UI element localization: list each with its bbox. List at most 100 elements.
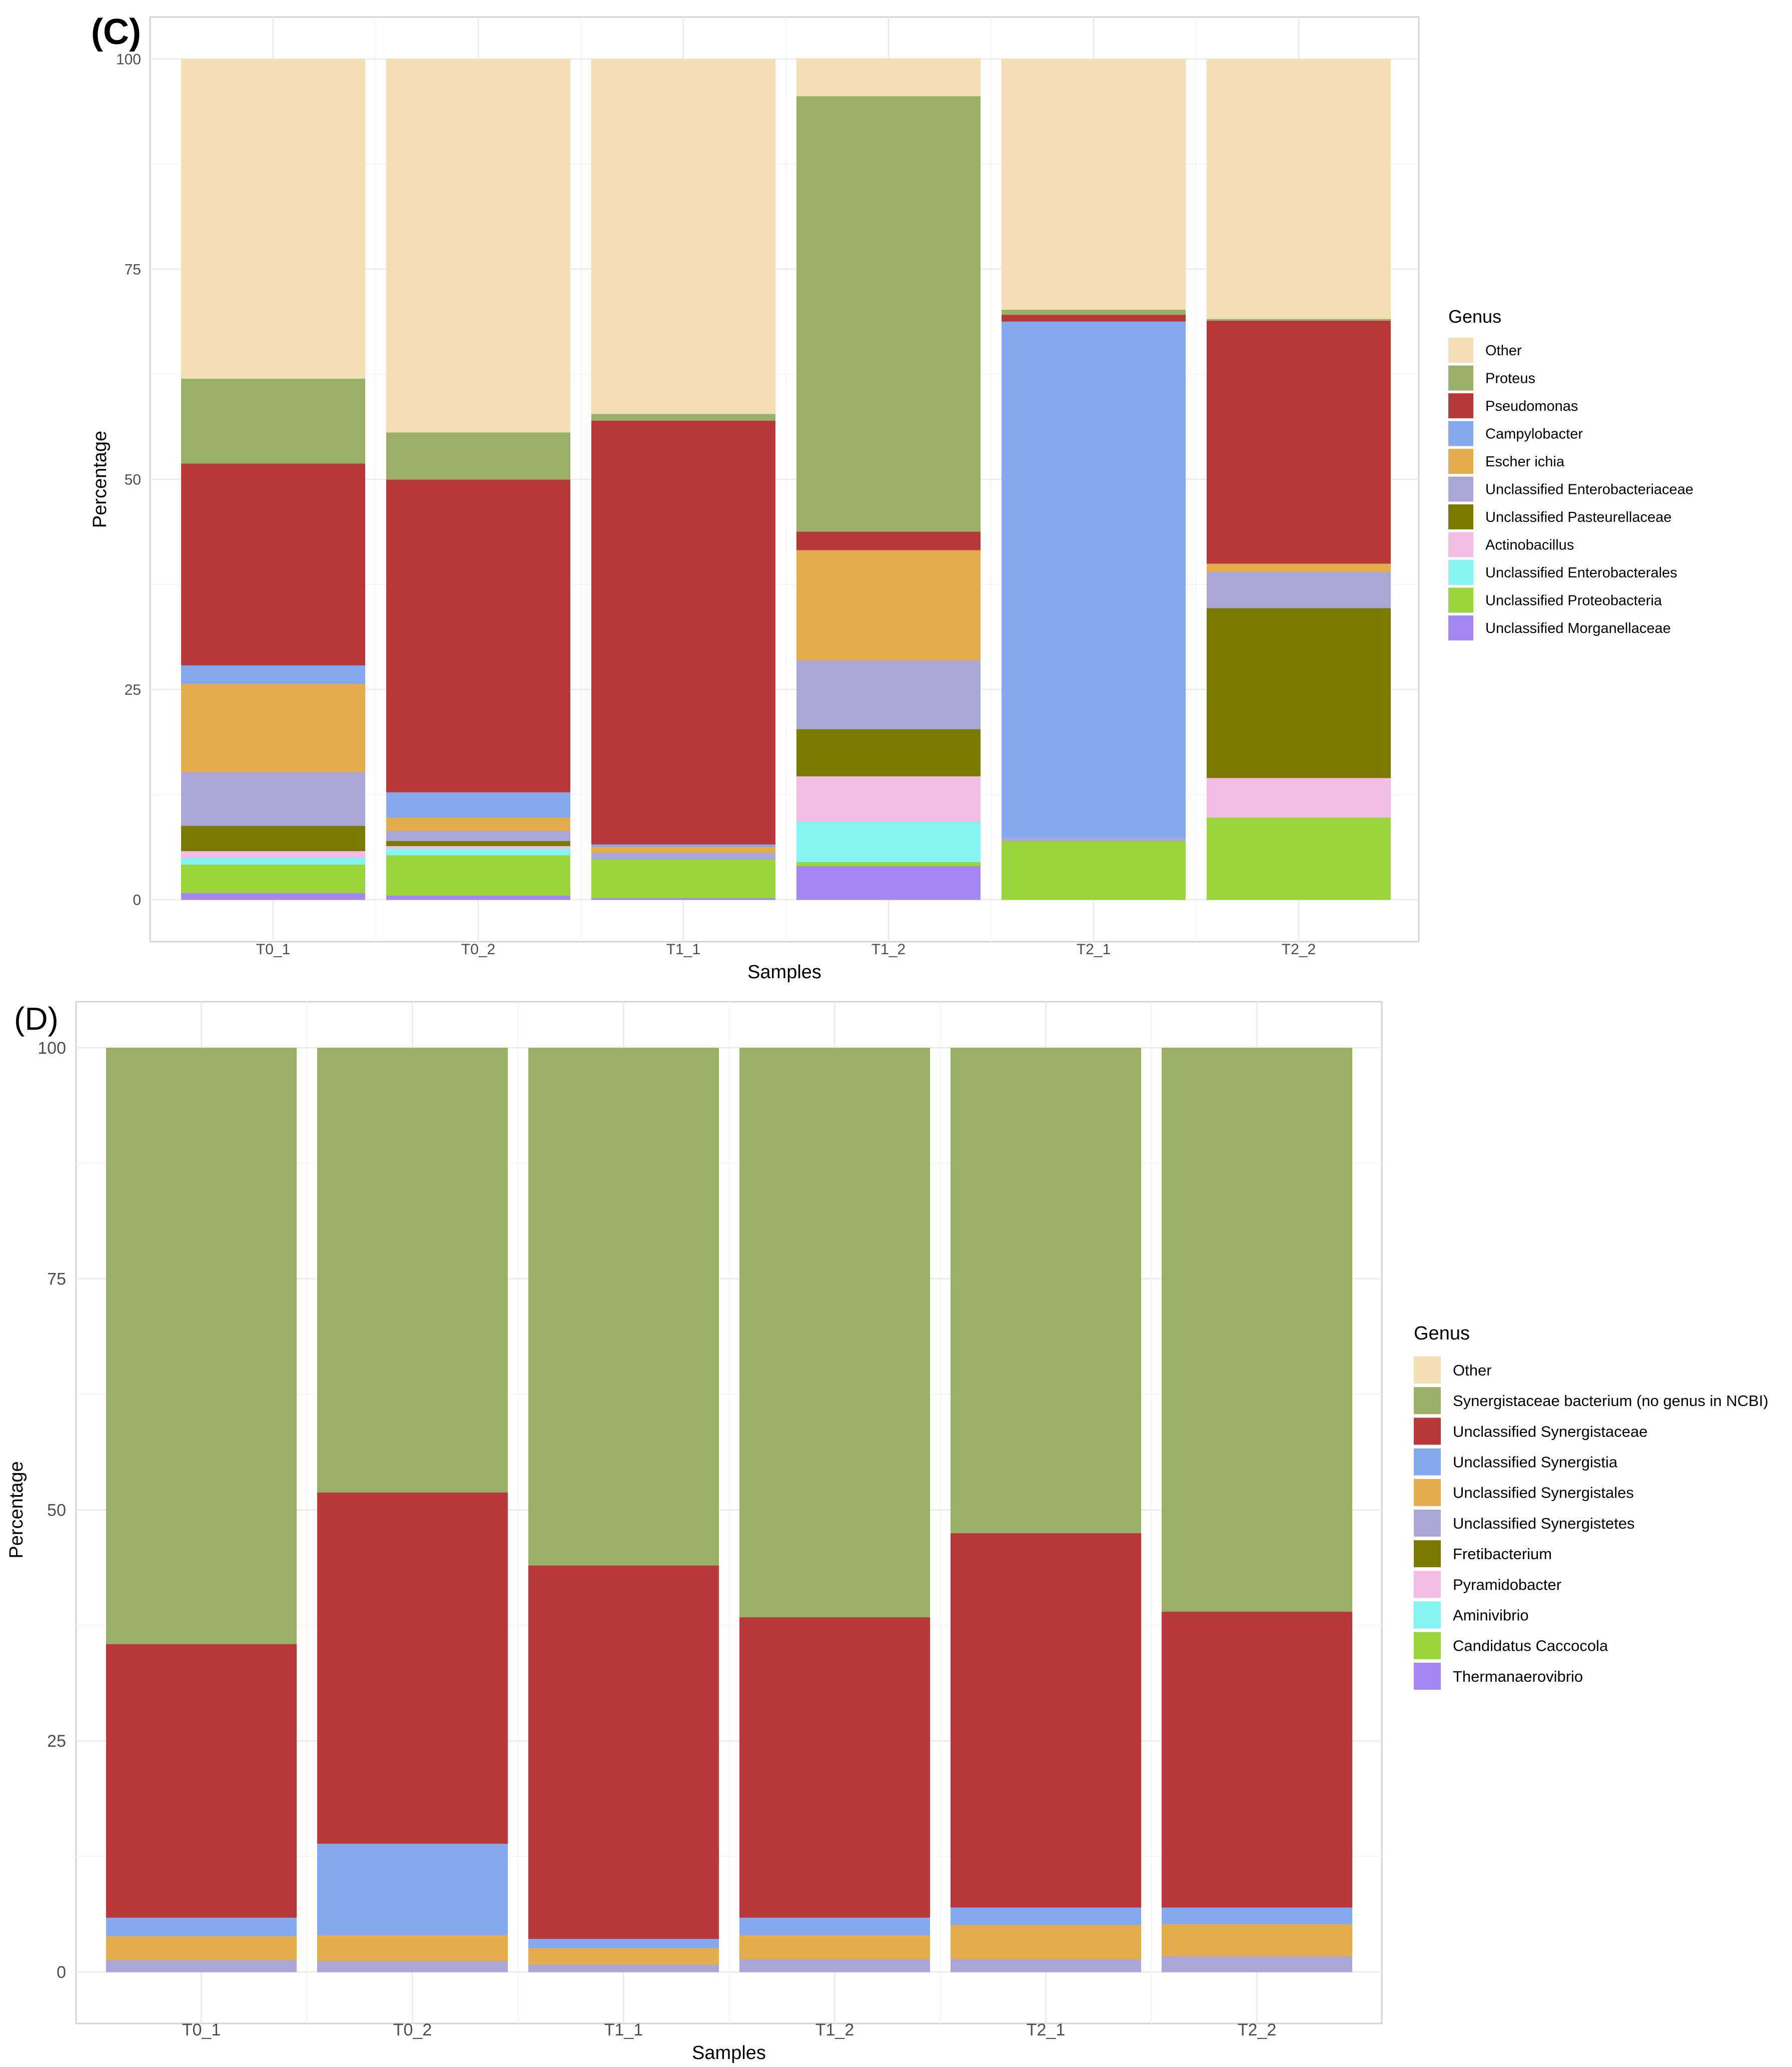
bar-segment-t1-1-unclassified-synergistaceae [528,1565,719,1939]
bar-segment-t2-2-pseudomonas [1207,320,1391,564]
legend-label-fretibacterium: Fretibacterium [1453,1545,1552,1563]
panel-d: 0 25 50 75 100 T0_1 T0_2 T1_1 T1_2 T2_1 T2_2 Sample… [6,1001,1768,2063]
x-tick-label-t1-2: T1_2 [815,2020,854,2039]
bar-segment-t0-2-campylobacter [386,792,570,818]
bar-segment-t0-1-proteus [181,378,365,464]
legend-label-unclassified-pasteurellaceae: Unclassified Pasteurellaceae [1485,509,1671,525]
bar-segment-t0-1-unclassified-synergistales [106,1935,297,1960]
x-tick-label-t2-1: T2_1 [1027,2020,1066,2039]
legend-label-unclassified-morganellaceae: Unclassified Morganellaceae [1485,620,1671,636]
bar-segment-t0-2-unclassified-enterobacterales [386,848,570,856]
legend-swatch-unclassified-synergistaceae [1414,1418,1441,1445]
legend-swatch-other [1448,338,1473,363]
bar-segment-t0-1-campylobacter [181,665,365,684]
bar-segment-t2-2-actinobacillus [1207,778,1391,818]
legend-swatch-aminivibrio [1414,1601,1441,1629]
legend-label-synergistaceae-bacterium-no-genus-in-ncbi: Synergistaceae bacterium (no genus in NC… [1453,1392,1768,1410]
legend-label-other: Other [1485,343,1522,359]
bar-segment-t2-2-escher-ichia [1207,563,1391,572]
bar-segment-t2-1-other [1002,59,1186,310]
y-axis-title: Percentage [90,431,111,528]
bar-segment-t2-2-unclassified-pasteurellaceae [1207,608,1391,778]
y-tick-label: 100 [38,1039,66,1058]
bar-segment-t1-2-unclassified-pasteurellaceae [796,729,981,777]
bar-segment-t0-2-unclassified-synergistetes [317,1960,508,1972]
x-tick-label-t0-1: T0_1 [256,941,290,958]
bar-segment-t0-2-proteus [386,432,570,480]
x-tick-label-t0-1: T0_1 [182,2020,221,2039]
bar-segment-t2-2-unclassified-enterobacteriaceae [1207,571,1391,608]
y-tick-label: 100 [116,52,141,68]
bar-segment-t1-1-pseudomonas [591,420,775,845]
x-tick-label-t0-2: T0_2 [393,2020,432,2039]
legend-label-unclassified-enterobacteriaceae: Unclassified Enterobacteriaceae [1485,482,1693,498]
x-axis-title: Samples [692,2042,766,2063]
bar-segment-t1-1-proteus [591,413,775,421]
x-axis-title: Samples [747,962,821,983]
bar-segment-t0-1-unclassified-synergistetes [106,1959,297,1972]
legend-label-aminivibrio: Aminivibrio [1453,1606,1529,1624]
bar-segment-t2-1-proteus [1002,309,1186,315]
legend-swatch-unclassified-synergistia [1414,1448,1441,1476]
bar-segment-t0-1-unclassified-pasteurellaceae [181,826,365,852]
bar-segment-t0-2-unclassified-synergistales [317,1935,508,1961]
legend-label-other: Other [1453,1361,1492,1379]
bar-segment-t1-2-other [796,58,981,97]
bar-segment-t2-2-unclassified-synergistia [1162,1907,1352,1924]
legend-swatch-unclassified-morganellaceae [1448,615,1473,640]
bar-segment-t1-1-campylobacter [591,844,775,847]
bar-segment-t1-2-synergistaceae-bacterium-no-genus-in-ncbi [739,1048,930,1618]
bar-segment-t0-1-unclassified-morganellaceae [181,893,365,900]
bar-segment-t0-2-pseudomonas [386,479,570,793]
legend-label-thermanaerovibrio: Thermanaerovibrio [1453,1668,1583,1685]
bar-segment-t1-1-unclassified-synergistales [528,1947,719,1965]
legend-label-unclassified-enterobacterales: Unclassified Enterobacterales [1485,565,1677,581]
bar-segment-t2-1-unclassified-enterobacteriaceae [1002,837,1186,841]
bar-segment-t2-1-unclassified-synergistales [951,1924,1141,1959]
bar-segment-t1-2-proteus [796,96,981,532]
bar-segment-t1-1-synergistaceae-bacterium-no-genus-in-ncbi [528,1048,719,1566]
legend: Genus Other Proteus Pseudomonas Campylobacte… [1448,306,1693,640]
bar-segment-t0-2-other [386,59,570,433]
bar-segment-t1-2-unclassified-synergistales [739,1935,930,1959]
legend-label-proteus: Proteus [1485,371,1535,387]
panel-c: 0 25 50 75 100 T0_1 T0_2 T1_1 T1_2 T2_1 T2_2 Sample… [90,12,1693,983]
y-tick-label: 50 [47,1501,66,1520]
bar-segment-t1-2-pseudomonas [796,531,981,550]
x-tick-label-t2-2: T2_2 [1238,2020,1277,2039]
bar-segment-t0-1-unclassified-synergistia [106,1917,297,1936]
bar-segment-t2-2-proteus [1207,319,1391,321]
bar-segment-t2-1-unclassified-synergistaceae [951,1533,1141,1908]
bar-segment-t2-2-unclassified-synergistaceae [1162,1611,1352,1908]
panel-label: (D) [14,1001,59,1037]
legend-swatch-campylobacter [1448,421,1473,446]
x-tick-label-t1-2: T1_2 [871,941,906,958]
x-tick-label-t2-1: T2_1 [1077,941,1111,958]
legend-swatch-unclassified-enterobacterales [1448,560,1473,585]
bar-segment-t1-1-escher-ichia [591,847,775,853]
bar-segment-t2-1-synergistaceae-bacterium-no-genus-in-ncbi [951,1048,1141,1534]
legend-swatch-unclassified-synergistetes [1414,1510,1441,1537]
legend-swatch-synergistaceae-bacterium-no-genus-in-ncbi [1414,1387,1441,1415]
legend-swatch-unclassified-proteobacteria [1448,587,1473,613]
bar-segment-t2-1-campylobacter [1002,321,1186,838]
bar-segment-t2-2-synergistaceae-bacterium-no-genus-in-ncbi [1162,1048,1352,1612]
bar-segment-t0-2-unclassified-proteobacteria [386,855,570,896]
legend-label-unclassified-synergistetes: Unclassified Synergistetes [1453,1515,1635,1532]
legend-swatch-unclassified-synergistales [1414,1479,1441,1506]
legend-label-unclassified-proteobacteria: Unclassified Proteobacteria [1485,593,1662,609]
bar-segment-t1-2-unclassified-synergistia [739,1917,930,1935]
y-axis-title: Percentage [6,1461,27,1558]
legend-label-actinobacillus: Actinobacillus [1485,537,1574,553]
legend-swatch-fretibacterium [1414,1540,1441,1568]
bar-segment-t0-1-unclassified-enterobacterales [181,858,365,865]
legend-label-pseudomonas: Pseudomonas [1485,398,1578,414]
legend-swatch-candidatus-caccocola [1414,1632,1441,1659]
bar-segment-t1-1-unclassified-synergistetes [528,1964,719,1972]
y-tick-label: 75 [47,1270,66,1289]
x-tick-label-t1-1: T1_1 [666,941,700,958]
x-tick-label-t2-2: T2_2 [1282,941,1316,958]
bar-segment-t2-2-unclassified-synergistetes [1162,1956,1352,1972]
x-tick-label-t0-2: T0_2 [461,941,495,958]
legend-swatch-thermanaerovibrio [1414,1663,1441,1690]
